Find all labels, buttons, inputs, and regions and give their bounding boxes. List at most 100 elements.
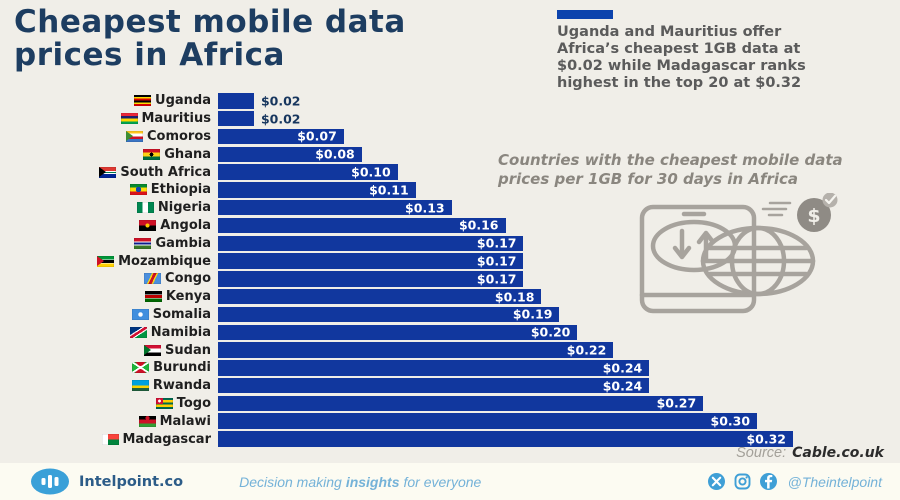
price-bar: $0.19	[218, 306, 560, 323]
country-flag-icon	[131, 308, 149, 320]
bar-track: $0.30	[218, 413, 793, 429]
row-label-cell: Madagascar	[0, 432, 218, 447]
price-bar: $0.08	[218, 146, 362, 163]
country-label: Somalia	[152, 306, 211, 322]
country-flag-icon	[138, 415, 156, 427]
bar-track: $0.24	[218, 360, 793, 376]
country-label: Namibia	[150, 324, 211, 340]
speed-lines-icon	[761, 201, 792, 217]
country-flag-icon	[101, 433, 119, 445]
dollar-sign: $	[807, 205, 820, 227]
globe-icon	[700, 225, 816, 297]
tagline-post: for everyone	[403, 473, 482, 490]
row-label-cell: Malawi	[0, 414, 218, 429]
page-title: Cheapest mobile data prices in Africa	[14, 4, 406, 74]
price-value-label: $0.02	[260, 93, 301, 109]
country-flag-icon	[144, 344, 162, 356]
price-value-label: $0.30	[710, 413, 751, 429]
chart-row: Comoros $0.07	[0, 128, 810, 146]
bar-track: $0.19	[218, 306, 793, 323]
price-bar: $0.20	[218, 324, 578, 340]
country-label: Angola	[160, 217, 211, 233]
row-label-cell: Namibia	[0, 325, 218, 340]
bar-track: $0.32	[218, 431, 793, 447]
price-bar: $0.17	[218, 235, 524, 252]
bar-track: $0.10	[218, 164, 793, 180]
price-bar: $0.17	[218, 271, 524, 287]
social-handle: @Theintelpoint	[787, 473, 882, 490]
chart-row: Somalia $0.19	[0, 306, 810, 324]
bar-track: $0.17	[218, 253, 793, 269]
country-flag-icon	[136, 202, 154, 214]
chart-row: Burundi $0.24	[0, 359, 810, 377]
country-flag-icon	[155, 397, 173, 409]
chart-caption: Countries with the cheapest mobile data …	[498, 151, 843, 188]
price-value-label: $0.24	[602, 360, 643, 376]
country-label: Comoros	[146, 128, 211, 144]
country-label: Ethiopia	[150, 182, 211, 198]
country-flag-icon	[139, 219, 157, 231]
facebook-icon	[759, 473, 777, 490]
country-label: Sudan	[165, 342, 211, 358]
price-value-label: $0.07	[297, 128, 337, 144]
price-value-label: $0.17	[476, 235, 517, 251]
row-label-cell: Ghana	[0, 147, 218, 162]
row-label-cell: South Africa	[0, 165, 218, 180]
country-label: Kenya	[165, 289, 211, 305]
bar-track: $0.13	[218, 199, 793, 216]
price-value-label: $0.13	[405, 200, 445, 216]
price-value-label: $0.27	[656, 395, 697, 411]
country-flag-icon	[97, 255, 115, 267]
country-label: Congo	[165, 271, 211, 287]
country-flag-icon	[125, 130, 143, 142]
footer-bar: Intelpoint.co Decision making insights f…	[0, 463, 900, 500]
row-label-cell: Kenya	[0, 289, 218, 304]
price-value-label: $0.20	[530, 324, 571, 340]
chart-row: Kenya $0.18	[0, 288, 810, 306]
price-value-label: $0.17	[476, 253, 517, 269]
country-flag-icon	[143, 148, 161, 160]
country-label: Madagascar	[122, 431, 212, 447]
price-bar	[218, 93, 254, 109]
price-value-label: $0.22	[566, 342, 607, 358]
chart-row: Uganda $0.02	[0, 92, 810, 110]
country-flag-icon	[131, 380, 149, 392]
row-label-cell: Angola	[0, 218, 218, 233]
instagram-icon	[734, 473, 751, 490]
price-bar: $0.30	[218, 413, 758, 429]
country-label: Ghana	[164, 146, 211, 162]
chart-row: Mauritius $0.02	[0, 110, 810, 128]
country-flag-icon	[132, 362, 150, 374]
bar-track: $0.17	[218, 271, 793, 287]
price-bar: $0.24	[218, 377, 650, 394]
tagline-bold: insights	[345, 473, 400, 490]
price-bar: $0.22	[218, 342, 614, 358]
chart-row: Malawi $0.30	[0, 412, 810, 430]
price-bar: $0.24	[218, 360, 650, 376]
social-links: @Theintelpoint	[707, 472, 882, 491]
row-label-cell: Comoros	[0, 129, 218, 144]
chart-row: Sudan $0.22	[0, 341, 810, 359]
country-flag-icon	[129, 184, 147, 196]
row-label-cell: Sudan	[0, 343, 218, 358]
tagline-pre: Decision making	[239, 473, 342, 490]
chart-row: Angola $0.16	[0, 217, 810, 235]
country-flag-icon	[144, 273, 162, 285]
source-attribution: Source: Cable.co.uk	[736, 445, 884, 461]
country-flag-icon	[144, 291, 162, 303]
price-bar	[218, 110, 254, 127]
x-icon	[707, 473, 725, 490]
chart-row: Togo $0.27	[0, 395, 810, 413]
brand: Intelpoint.co	[30, 468, 183, 495]
price-value-label: $0.11	[369, 182, 409, 198]
row-label-cell: Uganda	[0, 93, 218, 108]
price-bar: $0.32	[218, 431, 793, 447]
row-label-cell: Nigeria	[0, 200, 218, 215]
row-label-cell: Togo	[0, 396, 218, 411]
intelpoint-logo-icon	[31, 468, 69, 495]
bar-chart: Uganda $0.02 Mauritius $0.02	[0, 92, 810, 448]
price-value-label: $0.16	[458, 217, 499, 233]
dollar-coin-icon: $	[797, 193, 838, 232]
country-label: Uganda	[155, 93, 211, 109]
